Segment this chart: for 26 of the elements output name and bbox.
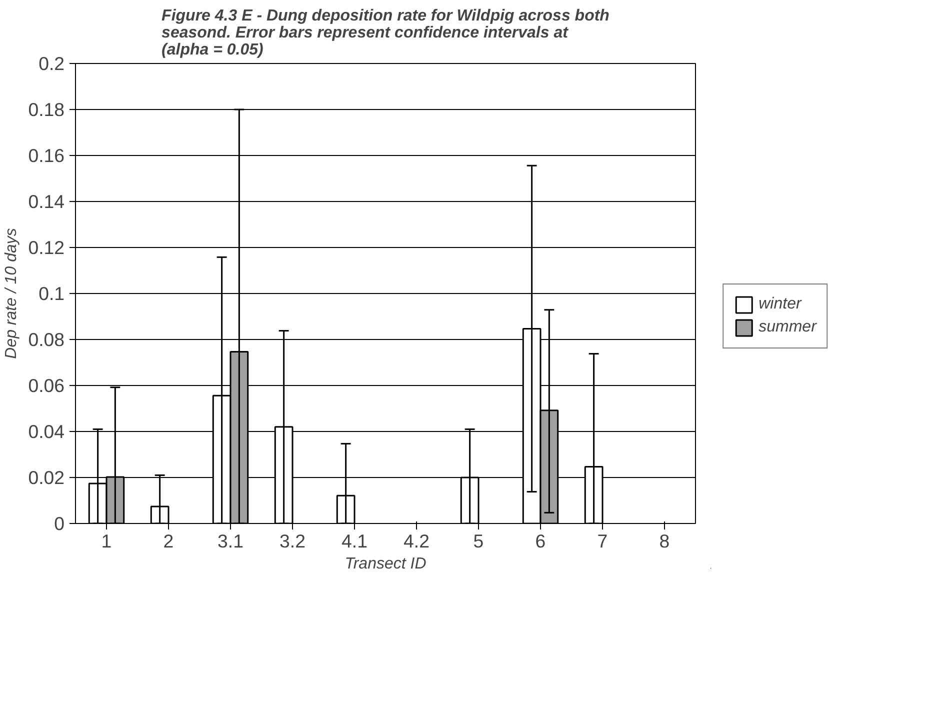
y-tick-label: 0.2 bbox=[38, 53, 65, 74]
y-tick-label: 0.1 bbox=[38, 283, 65, 304]
x-tick-label: 4.2 bbox=[404, 530, 430, 552]
y-tick-label: 0.08 bbox=[28, 329, 64, 350]
x-tick-label: 7 bbox=[597, 530, 608, 552]
y-tick-label: 0.06 bbox=[28, 375, 64, 396]
legend-label: winter bbox=[758, 295, 802, 313]
y-tick-label: 0.14 bbox=[28, 191, 64, 212]
y-tick-label: 0.02 bbox=[28, 467, 64, 488]
y-tick-label: 0.04 bbox=[28, 421, 64, 442]
y-tick-label: 0.12 bbox=[28, 237, 64, 258]
x-tick-label: 3.2 bbox=[280, 530, 306, 552]
y-tick-label: 0.16 bbox=[28, 145, 64, 166]
x-tick-label: 8 bbox=[659, 530, 670, 552]
x-tick-label: 2 bbox=[163, 530, 174, 552]
x-tick-label: 3.1 bbox=[218, 530, 244, 552]
chart-title: Figure 4.3 E - Dung deposition rate for Wildpig across both seasond. Error bars represent confidence intervals at (alpha = 0.05) bbox=[162, 8, 610, 58]
y-tick-label: 0 bbox=[54, 513, 65, 534]
y-tick-label: 0.18 bbox=[28, 99, 64, 120]
x-tick-label: 4.1 bbox=[342, 530, 368, 552]
x-tick-label: 1 bbox=[101, 530, 112, 552]
x-tick-label: 6 bbox=[535, 530, 546, 552]
x-axis-title: Transect ID bbox=[344, 556, 427, 572]
legend-label: summer bbox=[758, 318, 816, 336]
y-axis-title: Dep rate / 10 days bbox=[3, 228, 20, 359]
x-tick-label: 5 bbox=[473, 530, 484, 552]
